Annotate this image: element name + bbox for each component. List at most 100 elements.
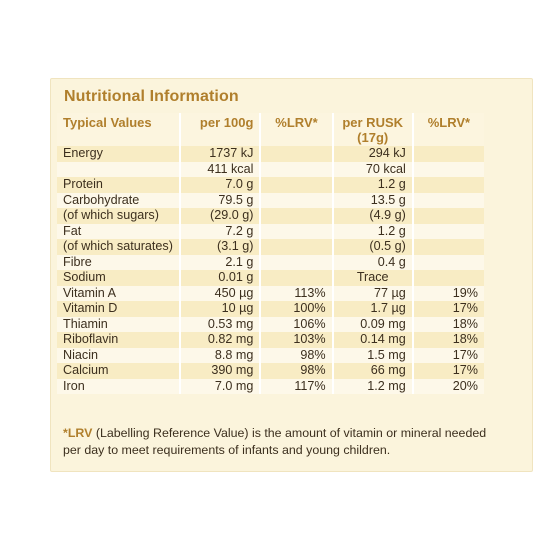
row-lrv-100g: [260, 161, 334, 177]
row-lrv-rusk: [412, 161, 484, 177]
row-name: Vitamin D: [57, 301, 182, 317]
table-row: Calcium 390 mg 98% 66 mg 17%: [57, 363, 484, 379]
page-title: Nutritional Information: [64, 88, 239, 105]
row-lrv-rusk: [412, 223, 484, 239]
row-lrv-100g: [260, 177, 334, 193]
row-name: Riboflavin: [57, 332, 182, 348]
row-per-100g: 7.2 g: [180, 223, 262, 239]
table-row: Fat 7.2 g 1.2 g: [57, 223, 484, 239]
row-per-100g: 390 mg: [180, 363, 262, 379]
table-header-row: Typical Values per 100g %LRV* per RUSK (…: [57, 113, 484, 146]
row-lrv-rusk: 17%: [412, 301, 484, 317]
row-name: Fibre: [57, 254, 182, 270]
row-lrv-rusk: 17%: [412, 347, 484, 363]
row-per-rusk: 13.5 g: [332, 192, 414, 208]
row-per-rusk: 66 mg: [332, 363, 414, 379]
row-per-100g: 7.0 g: [180, 177, 262, 193]
row-per-100g: 0.82 mg: [180, 332, 262, 348]
table-row: Protein 7.0 g 1.2 g: [57, 177, 484, 193]
header-lrv-rusk: %LRV*: [412, 113, 484, 146]
row-lrv-100g: [260, 254, 334, 270]
table-row: Iron 7.0 mg 117% 1.2 mg 20%: [57, 378, 484, 394]
row-per-rusk: 77 µg: [332, 285, 414, 301]
row-per-100g: 411 kcal: [180, 161, 262, 177]
row-lrv-100g: [260, 239, 334, 255]
table-row: Fibre 2.1 g 0.4 g: [57, 254, 484, 270]
row-lrv-100g: [260, 270, 334, 286]
row-per-100g: 79.5 g: [180, 192, 262, 208]
row-per-rusk: 1.5 mg: [332, 347, 414, 363]
row-per-rusk: 1.2 mg: [332, 378, 414, 394]
row-name: Carbohydrate: [57, 192, 182, 208]
row-name: Vitamin A: [57, 285, 182, 301]
footnote-text: (Labelling Reference Value) is the amoun…: [63, 426, 487, 457]
header-per-rusk: per RUSK (17g): [332, 113, 414, 146]
row-per-100g: (3.1 g): [180, 239, 262, 255]
row-lrv-100g: 98%: [260, 347, 334, 363]
table-row: Niacin 8.8 mg 98% 1.5 mg 17%: [57, 347, 484, 363]
row-per-rusk: 0.4 g: [332, 254, 414, 270]
row-lrv-rusk: 20%: [412, 378, 484, 394]
row-lrv-rusk: [412, 239, 484, 255]
row-lrv-rusk: [412, 208, 484, 224]
row-per-100g: 0.53 mg: [180, 316, 262, 332]
row-lrv-100g: 106%: [260, 316, 334, 332]
table-row: Energy 1737 kJ 294 kJ: [57, 146, 484, 162]
row-lrv-rusk: 18%: [412, 332, 484, 348]
table-row: 411 kcal 70 kcal: [57, 161, 484, 177]
row-name: [57, 161, 182, 177]
row-per-100g: (29.0 g): [180, 208, 262, 224]
row-lrv-rusk: 18%: [412, 316, 484, 332]
row-lrv-rusk: 17%: [412, 363, 484, 379]
footnote: *LRV (Labelling Reference Value) is the …: [63, 425, 503, 459]
row-lrv-100g: 98%: [260, 363, 334, 379]
row-per-100g: 7.0 mg: [180, 378, 262, 394]
row-name: Iron: [57, 378, 182, 394]
row-per-100g: 0.01 g: [180, 270, 262, 286]
row-name: Energy: [57, 146, 182, 162]
row-lrv-100g: [260, 208, 334, 224]
row-lrv-100g: 103%: [260, 332, 334, 348]
row-per-rusk: 70 kcal: [332, 161, 414, 177]
row-per-100g: 2.1 g: [180, 254, 262, 270]
row-lrv-rusk: [412, 146, 484, 162]
header-lrv-100g: %LRV*: [260, 113, 334, 146]
table-row: Carbohydrate 79.5 g 13.5 g: [57, 192, 484, 208]
row-name: (of which sugars): [57, 208, 182, 224]
row-per-100g: 450 µg: [180, 285, 262, 301]
footnote-term: *LRV: [63, 426, 93, 440]
row-per-rusk: Trace: [332, 270, 414, 286]
row-lrv-100g: 117%: [260, 378, 334, 394]
row-name: (of which saturates): [57, 239, 182, 255]
row-lrv-rusk: [412, 254, 484, 270]
table-body: Energy 1737 kJ 294 kJ 411 kcal 70 kcal Protei…: [57, 146, 484, 394]
table-row: Riboflavin 0.82 mg 103% 0.14 mg 18%: [57, 332, 484, 348]
row-lrv-rusk: [412, 177, 484, 193]
row-per-100g: 1737 kJ: [180, 146, 262, 162]
row-per-rusk: 0.09 mg: [332, 316, 414, 332]
row-name: Sodium: [57, 270, 182, 286]
row-lrv-rusk: [412, 270, 484, 286]
row-per-rusk: (0.5 g): [332, 239, 414, 255]
row-per-rusk: 294 kJ: [332, 146, 414, 162]
table-row: (of which sugars) (29.0 g) (4.9 g): [57, 208, 484, 224]
row-per-rusk: 1.2 g: [332, 177, 414, 193]
row-lrv-100g: [260, 223, 334, 239]
row-name: Thiamin: [57, 316, 182, 332]
table-row: Vitamin D 10 µg 100% 1.7 µg 17%: [57, 301, 484, 317]
row-lrv-100g: 113%: [260, 285, 334, 301]
header-typical-values: Typical Values: [57, 113, 182, 146]
row-per-100g: 8.8 mg: [180, 347, 262, 363]
nutrition-table: Typical Values per 100g %LRV* per RUSK (…: [57, 113, 484, 394]
row-per-rusk: 1.7 µg: [332, 301, 414, 317]
row-name: Niacin: [57, 347, 182, 363]
row-lrv-100g: 100%: [260, 301, 334, 317]
row-name: Protein: [57, 177, 182, 193]
table-row: Thiamin 0.53 mg 106% 0.09 mg 18%: [57, 316, 484, 332]
row-per-rusk: (4.9 g): [332, 208, 414, 224]
row-per-rusk: 0.14 mg: [332, 332, 414, 348]
header-per-100g: per 100g: [180, 113, 262, 146]
row-lrv-rusk: [412, 192, 484, 208]
row-name: Fat: [57, 223, 182, 239]
row-per-100g: 10 µg: [180, 301, 262, 317]
